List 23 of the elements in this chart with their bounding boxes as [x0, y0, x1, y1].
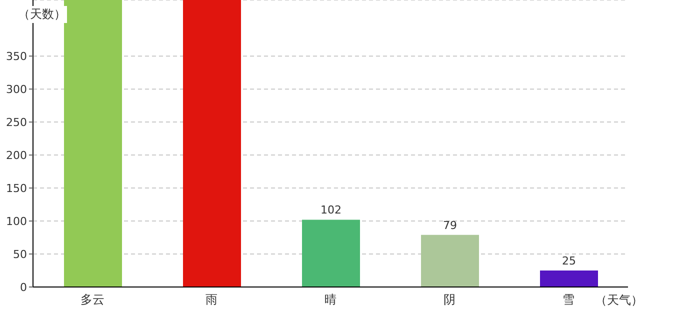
y-tick-label: 100: [6, 214, 27, 228]
x-tick-label: 雨: [206, 292, 218, 307]
y-tick-label: 350: [6, 50, 27, 63]
bar: [183, 0, 241, 287]
data-label: 79: [443, 218, 457, 232]
x-tick-label: 雪: [562, 292, 574, 307]
y-tick-label: 250: [6, 116, 27, 129]
x-tick-label: 多云: [80, 292, 104, 307]
x-tick-label: 阴: [444, 292, 456, 307]
x-tick-label: 晴: [324, 292, 336, 307]
bar: [64, 0, 122, 287]
y-tick-label: 300: [6, 82, 27, 96]
x-axis-title: （天气）: [595, 292, 643, 309]
y-tick-label: 150: [6, 182, 27, 195]
bar: [540, 270, 598, 287]
data-label: 25: [562, 254, 576, 268]
y-tick-label: 0: [20, 280, 27, 294]
y-axis-title: （天数）: [18, 6, 67, 23]
y-tick-label: 200: [6, 148, 27, 162]
y-tick-label: 50: [13, 248, 27, 261]
bar: [302, 220, 360, 287]
data-label: 102: [320, 204, 342, 217]
bar: [421, 234, 479, 287]
